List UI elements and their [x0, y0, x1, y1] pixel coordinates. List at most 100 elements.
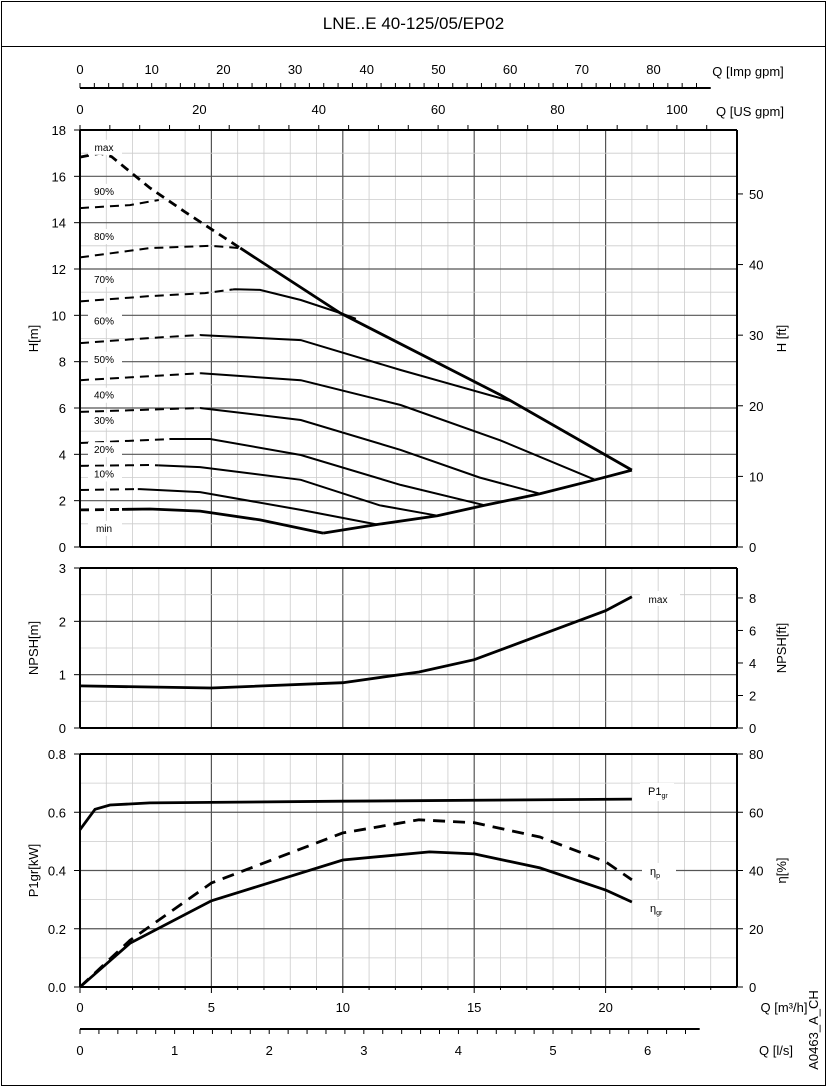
curve-label-bg	[88, 413, 122, 429]
head-curve-70pct-dashed	[79, 288, 233, 303]
curve-label: min	[96, 524, 112, 535]
x-tick-label: 10	[336, 1000, 350, 1015]
npsh-curve	[79, 595, 633, 690]
x-tick-label: 15	[467, 1000, 481, 1015]
imp_gpm-tick-label: 30	[288, 62, 302, 77]
x-axis-title: Q [m³/h]	[761, 1000, 808, 1015]
chart-title-text: LNE..E 40-125/05/EP02	[322, 14, 505, 33]
us_gpm-tick-label: 60	[431, 102, 445, 117]
imp_gpm-tick-label: 80	[646, 62, 660, 77]
y-tick-label: 0.0	[48, 980, 66, 995]
head-curve-max	[239, 246, 633, 472]
imp_gpm-tick-label: 20	[216, 62, 230, 77]
y-right-tick-label: 6	[749, 623, 756, 638]
y-right-axis-title: NPSH[ft]	[774, 623, 789, 674]
y-tick-label: 4	[59, 447, 66, 462]
curve-label: P1gr	[648, 786, 668, 800]
y-axis-title: H[m]	[26, 325, 41, 352]
y-tick-label: 0.6	[48, 805, 66, 820]
x-tick-label: 5	[208, 1000, 215, 1015]
efficiency-curve-gr	[79, 850, 633, 989]
y-tick-label: 10	[52, 308, 66, 323]
y-right-tick-label: 8	[749, 591, 756, 606]
curve-label-bg	[88, 520, 122, 536]
curve-label: 30%	[94, 416, 114, 427]
curve-label: 50%	[94, 355, 114, 366]
y-right-axis-title: η[%]	[774, 857, 789, 883]
efficiency-curve-p	[79, 818, 633, 989]
imp_gpm-tick-label: 0	[76, 62, 83, 77]
y-tick-label: 0	[59, 540, 66, 555]
curve-label-bg	[642, 900, 676, 918]
curve-label-main: η	[650, 866, 656, 878]
curve-label: 10%	[94, 470, 114, 481]
curve-label-bg	[640, 783, 674, 801]
y-tick-label: 0	[59, 721, 66, 736]
x-tick-label: 20	[598, 1000, 612, 1015]
y-tick-label: 2	[59, 494, 66, 509]
y-right-tick-label: 50	[749, 187, 763, 202]
curve-label: 20%	[94, 445, 114, 456]
curve-label-main: η	[650, 903, 656, 915]
ls-tick-label: 3	[360, 1043, 367, 1058]
curve-label-bg	[88, 271, 122, 287]
y-tick-label: 0.8	[48, 747, 66, 762]
head-curve-20pct-dashed	[79, 463, 159, 467]
head-curve-min	[121, 507, 324, 535]
curve-label-bg	[88, 466, 122, 482]
head-curve-20pct	[158, 464, 438, 517]
y-right-tick-label: 4	[749, 656, 756, 671]
us_gpm-axis-title: Q [US gpm]	[716, 104, 784, 119]
y-right-tick-label: 0	[749, 540, 756, 555]
y-tick-label: 0.2	[48, 922, 66, 937]
curve-label: 70%	[94, 275, 114, 286]
y-tick-label: 2	[59, 614, 66, 629]
head-curve-40pct	[200, 407, 541, 495]
ls-tick-label: 2	[266, 1043, 273, 1058]
curve-label-main: P1	[648, 786, 661, 798]
panel-head	[74, 129, 743, 548]
curve-label: ηgr	[650, 903, 663, 917]
curve-label-bg	[88, 313, 122, 329]
ls-tick-label: 6	[644, 1043, 651, 1058]
y-tick-label: 14	[52, 216, 66, 231]
us_gpm-tick-label: 20	[192, 102, 206, 117]
head-curve-60pct-dashed	[79, 333, 202, 345]
head-curve-60pct	[200, 334, 512, 403]
ls-tick-label: 5	[549, 1043, 556, 1058]
us_gpm-tick-label: 40	[312, 102, 326, 117]
head-curve-min-dashed	[79, 508, 123, 512]
us_gpm-tick-label: 0	[76, 102, 83, 117]
head-curve-limit	[322, 468, 633, 535]
power-curve	[78, 797, 632, 831]
curve-label-sub: gr	[656, 910, 663, 917]
head-curve-10pct	[137, 488, 378, 526]
y-right-tick-label: 0	[749, 721, 756, 736]
y-right-tick-label: 30	[749, 328, 763, 343]
curve-label-bg	[642, 863, 676, 881]
y-tick-label: 1	[59, 668, 66, 683]
head-curve-40pct-dashed	[79, 406, 202, 413]
curve-label: 90%	[94, 187, 114, 198]
y-right-tick-label: 40	[749, 864, 763, 879]
y-right-tick-label: 2	[749, 688, 756, 703]
y-tick-label: 8	[59, 355, 66, 370]
curve-label: 40%	[94, 391, 114, 402]
y-right-tick-label: 0	[749, 980, 756, 995]
y-right-axis-title: H [ft]	[774, 325, 789, 352]
y-tick-label: 0.4	[48, 864, 66, 879]
y-tick-label: 3	[59, 561, 66, 576]
drawing-code: A0463_A_CH	[806, 990, 821, 1070]
y-axis-title: P1gr[kW]	[26, 844, 41, 897]
curve-label-bg	[640, 591, 680, 606]
curve-label-sub: gr	[661, 793, 668, 800]
y-right-tick-label: 10	[749, 469, 763, 484]
y-axis-title: NPSH[m]	[26, 621, 41, 675]
imp_gpm-tick-label: 40	[360, 62, 374, 77]
curve-label-bg	[88, 139, 122, 155]
head-curve-90pct-dashed	[79, 199, 159, 210]
curve-label: ηp	[650, 866, 660, 880]
x-tick-label: 0	[76, 1000, 83, 1015]
y-tick-label: 6	[59, 401, 66, 416]
